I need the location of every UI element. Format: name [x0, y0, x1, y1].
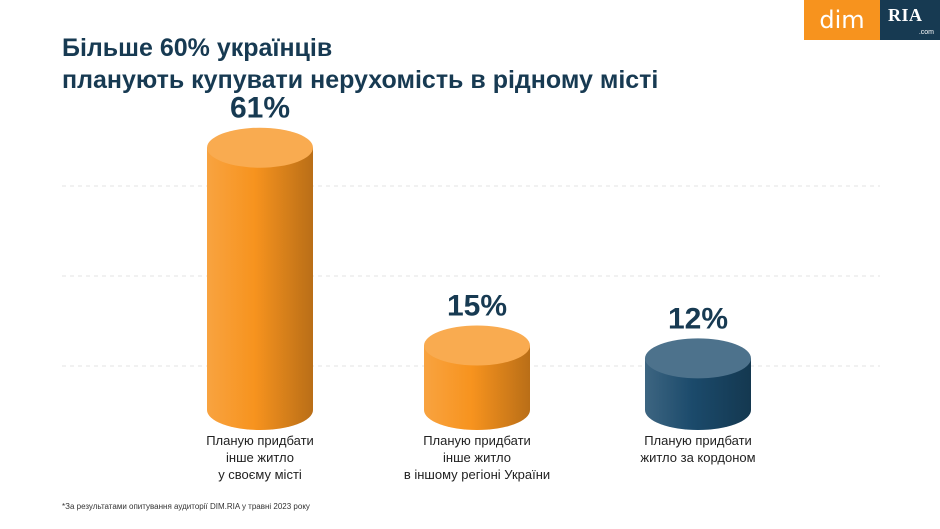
dim-ria-logo[interactable]: dim RIA .com [804, 0, 940, 40]
logo-com-text: .com [918, 29, 934, 36]
category-label-1-line-2: інше житло [226, 450, 294, 465]
bar-1: 61% Планую придбати інше житло у своєму міс… [206, 92, 314, 482]
category-label-1-line-1: Планую придбати [206, 433, 314, 448]
footnote: *За результатами опитування аудиторії DI… [62, 502, 310, 511]
category-label-2-line-2: інше житло [443, 450, 511, 465]
category-label-1: Планую придбати інше житло у своєму місті [206, 433, 314, 482]
category-label-3-line-1: Планую придбати [644, 433, 752, 448]
chart-title: Більше 60% українців планують купувати н… [62, 32, 658, 96]
bar-body-2 [424, 345, 530, 430]
bar-top-1 [207, 127, 313, 168]
chart-title-line-2: планують купувати нерухомість в рідному … [62, 66, 659, 94]
category-label-3-line-2: житло за кордоном [640, 450, 755, 465]
bar-2: 15% Планую придбати інше житло в іншому рег… [404, 290, 550, 483]
chart-title-line-1: Більше 60% українців [62, 34, 333, 62]
category-label-2: Планую придбати інше житло в іншому регіон… [404, 433, 550, 482]
bar-body-3 [645, 358, 751, 430]
bar-body-1 [207, 147, 313, 430]
value-label-3: 12% [668, 302, 728, 335]
value-label-2: 15% [447, 290, 507, 323]
logo-ria-text: RIA [888, 5, 923, 25]
logo-dim-block: dim [804, 0, 880, 40]
category-label-1-line-3: у своєму місті [218, 467, 302, 482]
value-label-1: 61% [230, 92, 290, 125]
category-label-2-line-1: Планую придбати [423, 433, 531, 448]
category-label-2-line-3: в іншому регіоні України [404, 467, 550, 482]
bar-top-3 [645, 338, 751, 379]
bar-3: 12% Планую придбати житло за кордоном [640, 302, 755, 465]
category-label-3: Планую придбати житло за кордоном [640, 433, 755, 465]
bar-top-2 [424, 325, 530, 366]
logo-ria-block: RIA .com [880, 0, 940, 40]
